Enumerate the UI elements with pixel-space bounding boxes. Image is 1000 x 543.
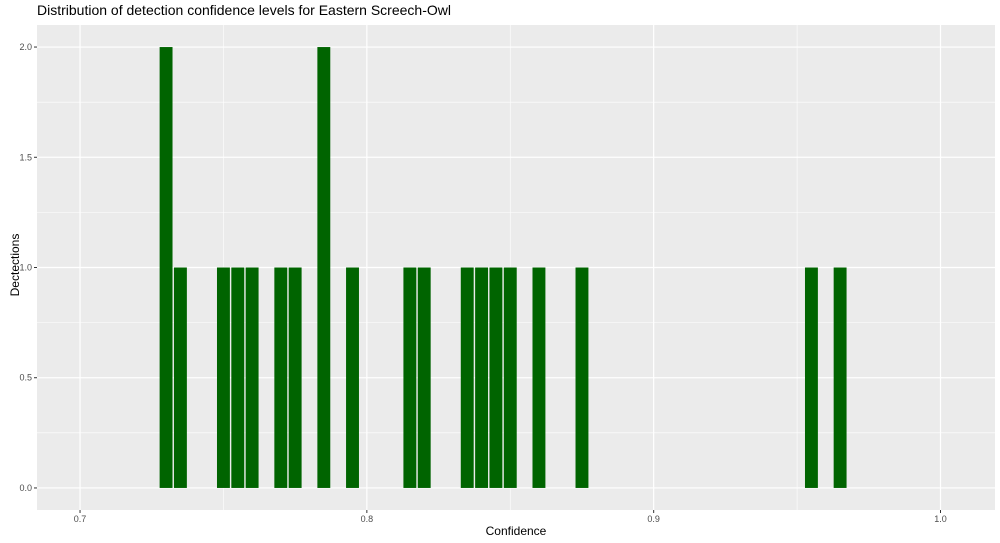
x-tick-label: 0.7 (74, 514, 87, 524)
bar (804, 267, 818, 488)
bar (417, 267, 431, 488)
bars (159, 47, 847, 488)
chart-title: Distribution of detection confidence lev… (37, 2, 451, 18)
bar (503, 267, 517, 488)
bar (532, 267, 546, 488)
y-tick-label: 1.0 (19, 263, 32, 273)
bar (833, 267, 847, 488)
bar (489, 267, 503, 488)
bar (173, 267, 187, 488)
bar (159, 47, 173, 488)
bar (216, 267, 230, 488)
y-axis: 0.0 0.5 1.0 1.5 2.0 (19, 42, 37, 493)
bar (317, 47, 331, 488)
bar (245, 267, 259, 488)
bar (460, 267, 474, 488)
bar (346, 267, 359, 488)
bar (274, 267, 288, 488)
bar (231, 267, 245, 488)
bar (475, 267, 489, 488)
bar (403, 267, 417, 488)
x-tick-label: 0.8 (361, 514, 374, 524)
y-tick-label: 2.0 (19, 42, 32, 52)
x-tick-label: 1.0 (934, 514, 947, 524)
x-axis-title: Confidence (485, 524, 547, 538)
bar (575, 267, 589, 488)
y-tick-label: 0.5 (19, 373, 32, 383)
y-tick-label: 0.0 (19, 483, 32, 493)
y-tick-label: 1.5 (19, 152, 32, 162)
x-tick-label: 0.9 (647, 514, 660, 524)
x-axis: 0.7 0.8 0.9 1.0 (74, 510, 947, 524)
bar (288, 267, 302, 488)
